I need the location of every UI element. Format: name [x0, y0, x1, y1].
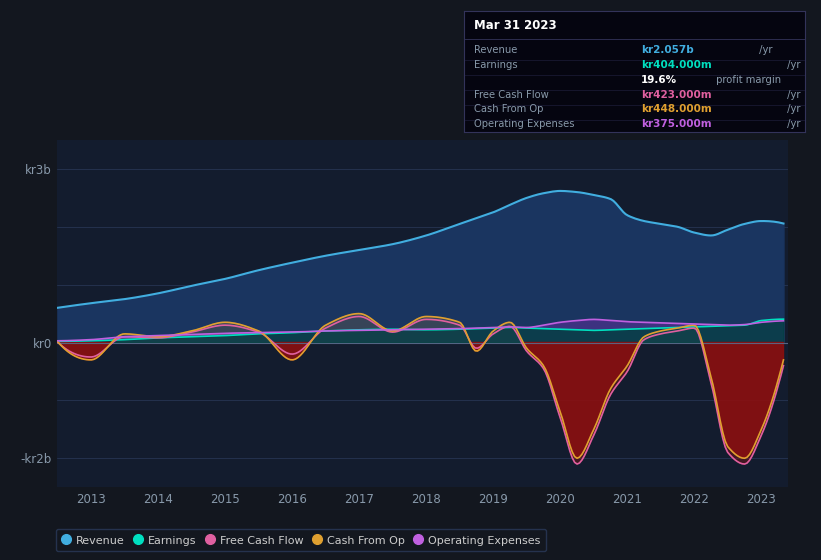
Text: 19.6%: 19.6% — [641, 74, 677, 85]
Legend: Revenue, Earnings, Free Cash Flow, Cash From Op, Operating Expenses: Revenue, Earnings, Free Cash Flow, Cash … — [56, 529, 546, 551]
Text: kr2.057b: kr2.057b — [641, 45, 694, 55]
Text: kr423.000m: kr423.000m — [641, 90, 712, 100]
Text: Free Cash Flow: Free Cash Flow — [474, 90, 548, 100]
Text: Earnings: Earnings — [474, 60, 518, 69]
Text: kr448.000m: kr448.000m — [641, 105, 712, 114]
Text: kr375.000m: kr375.000m — [641, 119, 712, 129]
Text: /yr: /yr — [784, 60, 800, 69]
Text: /yr: /yr — [784, 105, 800, 114]
Text: Revenue: Revenue — [474, 45, 517, 55]
Text: kr404.000m: kr404.000m — [641, 60, 712, 69]
Text: /yr: /yr — [784, 119, 800, 129]
Text: /yr: /yr — [755, 45, 772, 55]
Text: Mar 31 2023: Mar 31 2023 — [474, 19, 557, 32]
Text: profit margin: profit margin — [713, 74, 781, 85]
Text: Cash From Op: Cash From Op — [474, 105, 544, 114]
Text: Operating Expenses: Operating Expenses — [474, 119, 575, 129]
Text: /yr: /yr — [784, 90, 800, 100]
